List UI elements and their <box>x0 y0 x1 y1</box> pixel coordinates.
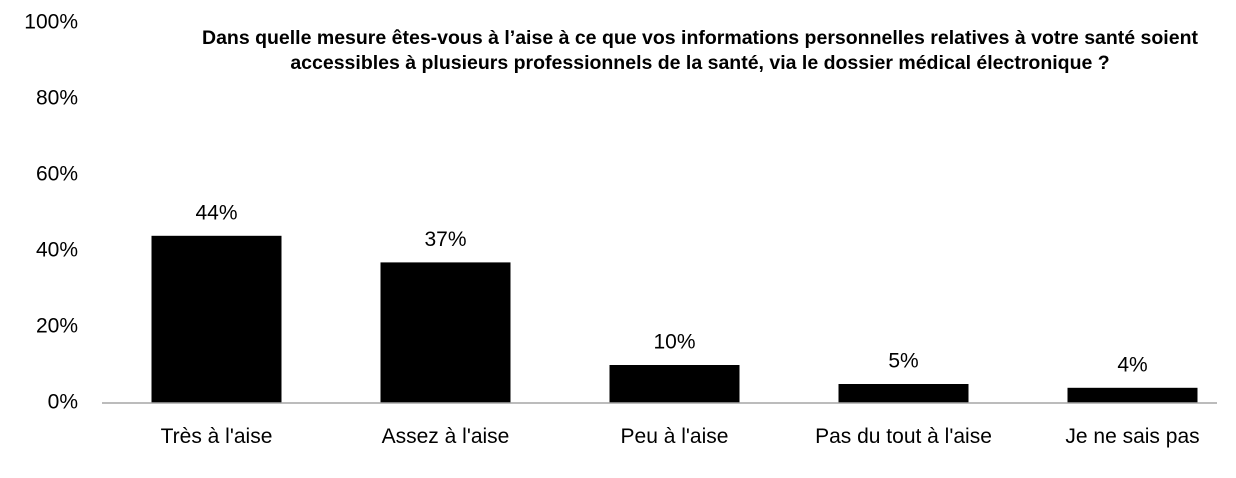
value-label: 10% <box>653 331 695 354</box>
x-tick-label: Peu à l'aise <box>620 425 729 448</box>
y-tick-label: 20% <box>36 315 78 338</box>
chart-title: Dans quelle mesure êtes-vous à l’aise à … <box>202 27 1198 74</box>
bar <box>380 262 511 403</box>
value-label: 5% <box>888 350 918 373</box>
y-tick-label: 60% <box>36 163 78 186</box>
x-tick-label: Assez à l'aise <box>381 425 510 448</box>
x-tick-label: Très à l'aise <box>160 425 273 448</box>
y-tick-label: 0% <box>48 391 78 414</box>
y-tick-label: 100% <box>24 11 78 34</box>
value-label: 37% <box>424 228 466 251</box>
bar <box>609 365 740 403</box>
y-tick-label: 80% <box>36 87 78 110</box>
bar <box>151 235 282 403</box>
y-tick-label: 40% <box>36 239 78 262</box>
bar <box>838 384 969 403</box>
value-label: 4% <box>1117 353 1147 376</box>
x-tick-label: Je ne sais pas <box>1065 425 1200 448</box>
x-tick-label: Pas du tout à l'aise <box>815 425 992 448</box>
value-label: 44% <box>195 201 237 224</box>
bar <box>1067 387 1198 403</box>
